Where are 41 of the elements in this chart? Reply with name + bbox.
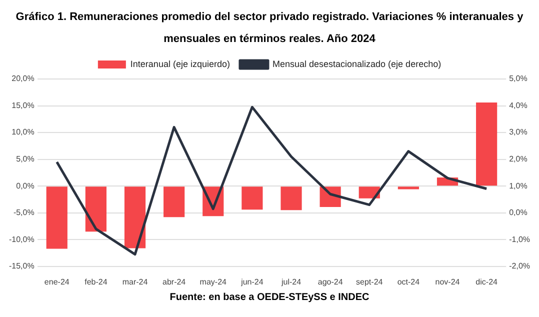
y-tick-label: -5,0% [13, 208, 34, 218]
y2-tick-label: 4,0% [509, 100, 528, 110]
y2-tick-label: -2,0% [509, 262, 530, 271]
x-tick-label: abr-24 [162, 277, 186, 286]
bar [280, 186, 302, 210]
x-tick-label: feb-24 [84, 277, 108, 286]
y2-tick-label: 2,0% [509, 154, 528, 164]
legend-label: Mensual desestacionalizado (eje derecho) [272, 58, 442, 69]
x-tick-label: jul-24 [280, 277, 302, 286]
bar [476, 102, 498, 186]
x-tick-label: oct-24 [397, 277, 420, 286]
y-tick-label: -15,0% [8, 262, 34, 271]
bar [124, 186, 146, 248]
x-tick-label: jun-24 [240, 277, 264, 286]
bar [164, 186, 185, 218]
x-tick-label: ago-24 [318, 277, 344, 286]
bar [85, 186, 106, 232]
y2-tick-label: 0,0% [509, 208, 528, 218]
y2-tick-label: 3,0% [509, 128, 528, 137]
bar [46, 186, 68, 249]
y-tick-label: 15,0% [12, 100, 34, 110]
y2-tick-label: -1,0% [509, 234, 530, 244]
x-tick-label: may-24 [200, 277, 228, 286]
y-tick-label: -10,0% [8, 234, 34, 244]
bar [358, 186, 380, 198]
legend-label: Interanual (eje izquierdo) [130, 58, 230, 69]
bar [242, 186, 263, 210]
y-tick-label: 0,0% [16, 181, 34, 190]
y2-tick-label: 1,0% [509, 181, 528, 190]
y2-tick-label: 5,0% [509, 74, 528, 84]
x-tick-label: sept-24 [356, 277, 384, 286]
source-note: Fuente: en base a OEDE-STEySS e INDEC [168, 292, 370, 303]
bar [398, 186, 419, 190]
x-tick-label: ene-24 [44, 277, 70, 286]
y-tick-label: 20,0% [12, 74, 34, 84]
chart-title: Gráfico 1. Remuneraciones promedio del sector privado registrado. Variaciones % interanuales y mensuales en términos reales. Año 2024 [14, 10, 524, 47]
y-tick-label: 5,0% [16, 154, 34, 164]
x-tick-label: nov-24 [435, 277, 460, 286]
x-tick-label: mar-24 [122, 277, 148, 286]
y-tick-label: 10,0% [12, 128, 34, 137]
x-tick-label: dic-24 [476, 277, 498, 286]
